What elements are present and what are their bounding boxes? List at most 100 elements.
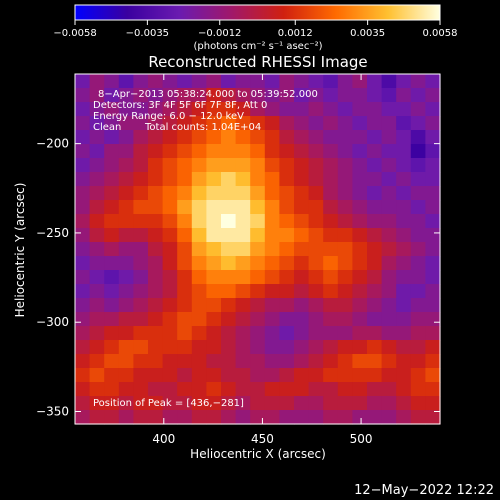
heatmap-cell (206, 144, 222, 159)
heatmap-cell (425, 214, 441, 229)
heatmap-cell (191, 382, 207, 397)
heatmap-cell (221, 172, 237, 187)
colorbar-units-label: (photons cm⁻² s⁻¹ asec⁻²) (193, 41, 322, 52)
heatmap-cell (235, 270, 251, 285)
heatmap-cell (104, 284, 120, 299)
heatmap-cell (337, 312, 353, 327)
heatmap-cell (425, 326, 441, 341)
heatmap-cell (162, 256, 178, 271)
heatmap-cell (308, 200, 324, 215)
heatmap-cell (206, 172, 222, 187)
heatmap-cell (104, 270, 120, 285)
heatmap-cell (396, 270, 412, 285)
heatmap-cell (352, 312, 368, 327)
heatmap-cell (221, 354, 237, 369)
heatmap-cell (381, 214, 397, 229)
heatmap-cell (381, 256, 397, 271)
heatmap-cell (352, 116, 368, 131)
heatmap-cell (148, 284, 164, 299)
heatmap-cell (250, 144, 266, 159)
heatmap-cell (294, 214, 310, 229)
heatmap-cell (264, 144, 280, 159)
heatmap-cell (162, 200, 178, 215)
heatmap-cell (425, 354, 441, 369)
heatmap-cell (191, 242, 207, 257)
heatmap-cell (396, 340, 412, 355)
heatmap-cell (410, 410, 426, 425)
heatmap-cell (133, 88, 149, 103)
heatmap-cell (396, 172, 412, 187)
heatmap-cell (177, 270, 193, 285)
heatmap-cell (264, 326, 280, 341)
heatmap-cell (264, 396, 280, 411)
heatmap-cell (104, 312, 120, 327)
heatmap-cell (337, 116, 353, 131)
heatmap-cell (308, 270, 324, 285)
heatmap-cell (89, 326, 105, 341)
heatmap-cell (191, 186, 207, 201)
heatmap-cell (381, 312, 397, 327)
heatmap-cell (279, 298, 295, 313)
heatmap-cell (191, 158, 207, 173)
heatmap-cell (177, 214, 193, 229)
heatmap-cell (367, 340, 383, 355)
heatmap-cell (148, 88, 164, 103)
heatmap-cell (235, 340, 251, 355)
heatmap-cell (279, 102, 295, 117)
x-tick-label: 450 (251, 432, 274, 446)
heatmap-cell (396, 242, 412, 257)
heatmap-cell (425, 312, 441, 327)
heatmap-cell (104, 256, 120, 271)
heatmap-cell (381, 116, 397, 131)
heatmap-cell (221, 382, 237, 397)
heatmap-cell (104, 172, 120, 187)
heatmap-cell (323, 326, 339, 341)
heatmap-cell (308, 172, 324, 187)
heatmap-cell (162, 158, 178, 173)
heatmap-cell (221, 88, 237, 103)
heatmap-cell (323, 284, 339, 299)
heatmap-cell (177, 74, 193, 89)
heatmap-cell (118, 256, 134, 271)
heatmap-cell (410, 340, 426, 355)
heatmap-cell (367, 74, 383, 89)
footer-timestamp: 12−May−2022 12:22 (354, 483, 494, 498)
heatmap-cell (206, 270, 222, 285)
heatmap-cell (235, 298, 251, 313)
heatmap-cell (264, 130, 280, 145)
heatmap-cell (162, 102, 178, 117)
heatmap-cell (89, 102, 105, 117)
heatmap-cell (162, 214, 178, 229)
heatmap-cell (133, 256, 149, 271)
heatmap-cell (294, 102, 310, 117)
heatmap-cell (75, 102, 91, 117)
heatmap-cell (337, 172, 353, 187)
heatmap-cell (250, 214, 266, 229)
heatmap-cell (221, 102, 237, 117)
heatmap-cell (148, 242, 164, 257)
heatmap-cell (294, 242, 310, 257)
heatmap-cell (191, 214, 207, 229)
heatmap-cell (308, 354, 324, 369)
heatmap-cell (425, 284, 441, 299)
heatmap-cell (206, 410, 222, 425)
heatmap-cell (396, 186, 412, 201)
heatmap-cell (148, 256, 164, 271)
heatmap-cell (191, 102, 207, 117)
heatmap-cell (425, 200, 441, 215)
heatmap-cell (294, 326, 310, 341)
heatmap-cell (425, 144, 441, 159)
heatmap-cell (308, 74, 324, 89)
heatmap-cell (148, 298, 164, 313)
heatmap-cell (396, 200, 412, 215)
heatmap-cell (75, 200, 91, 215)
heatmap-cell (264, 74, 280, 89)
heatmap-cell (352, 144, 368, 159)
heatmap-cell (133, 130, 149, 145)
heatmap-cell (294, 228, 310, 243)
heatmap-cell (308, 102, 324, 117)
heatmap-cell (264, 312, 280, 327)
heatmap-cell (104, 88, 120, 103)
heatmap-cell (221, 158, 237, 173)
heatmap-cell (294, 88, 310, 103)
